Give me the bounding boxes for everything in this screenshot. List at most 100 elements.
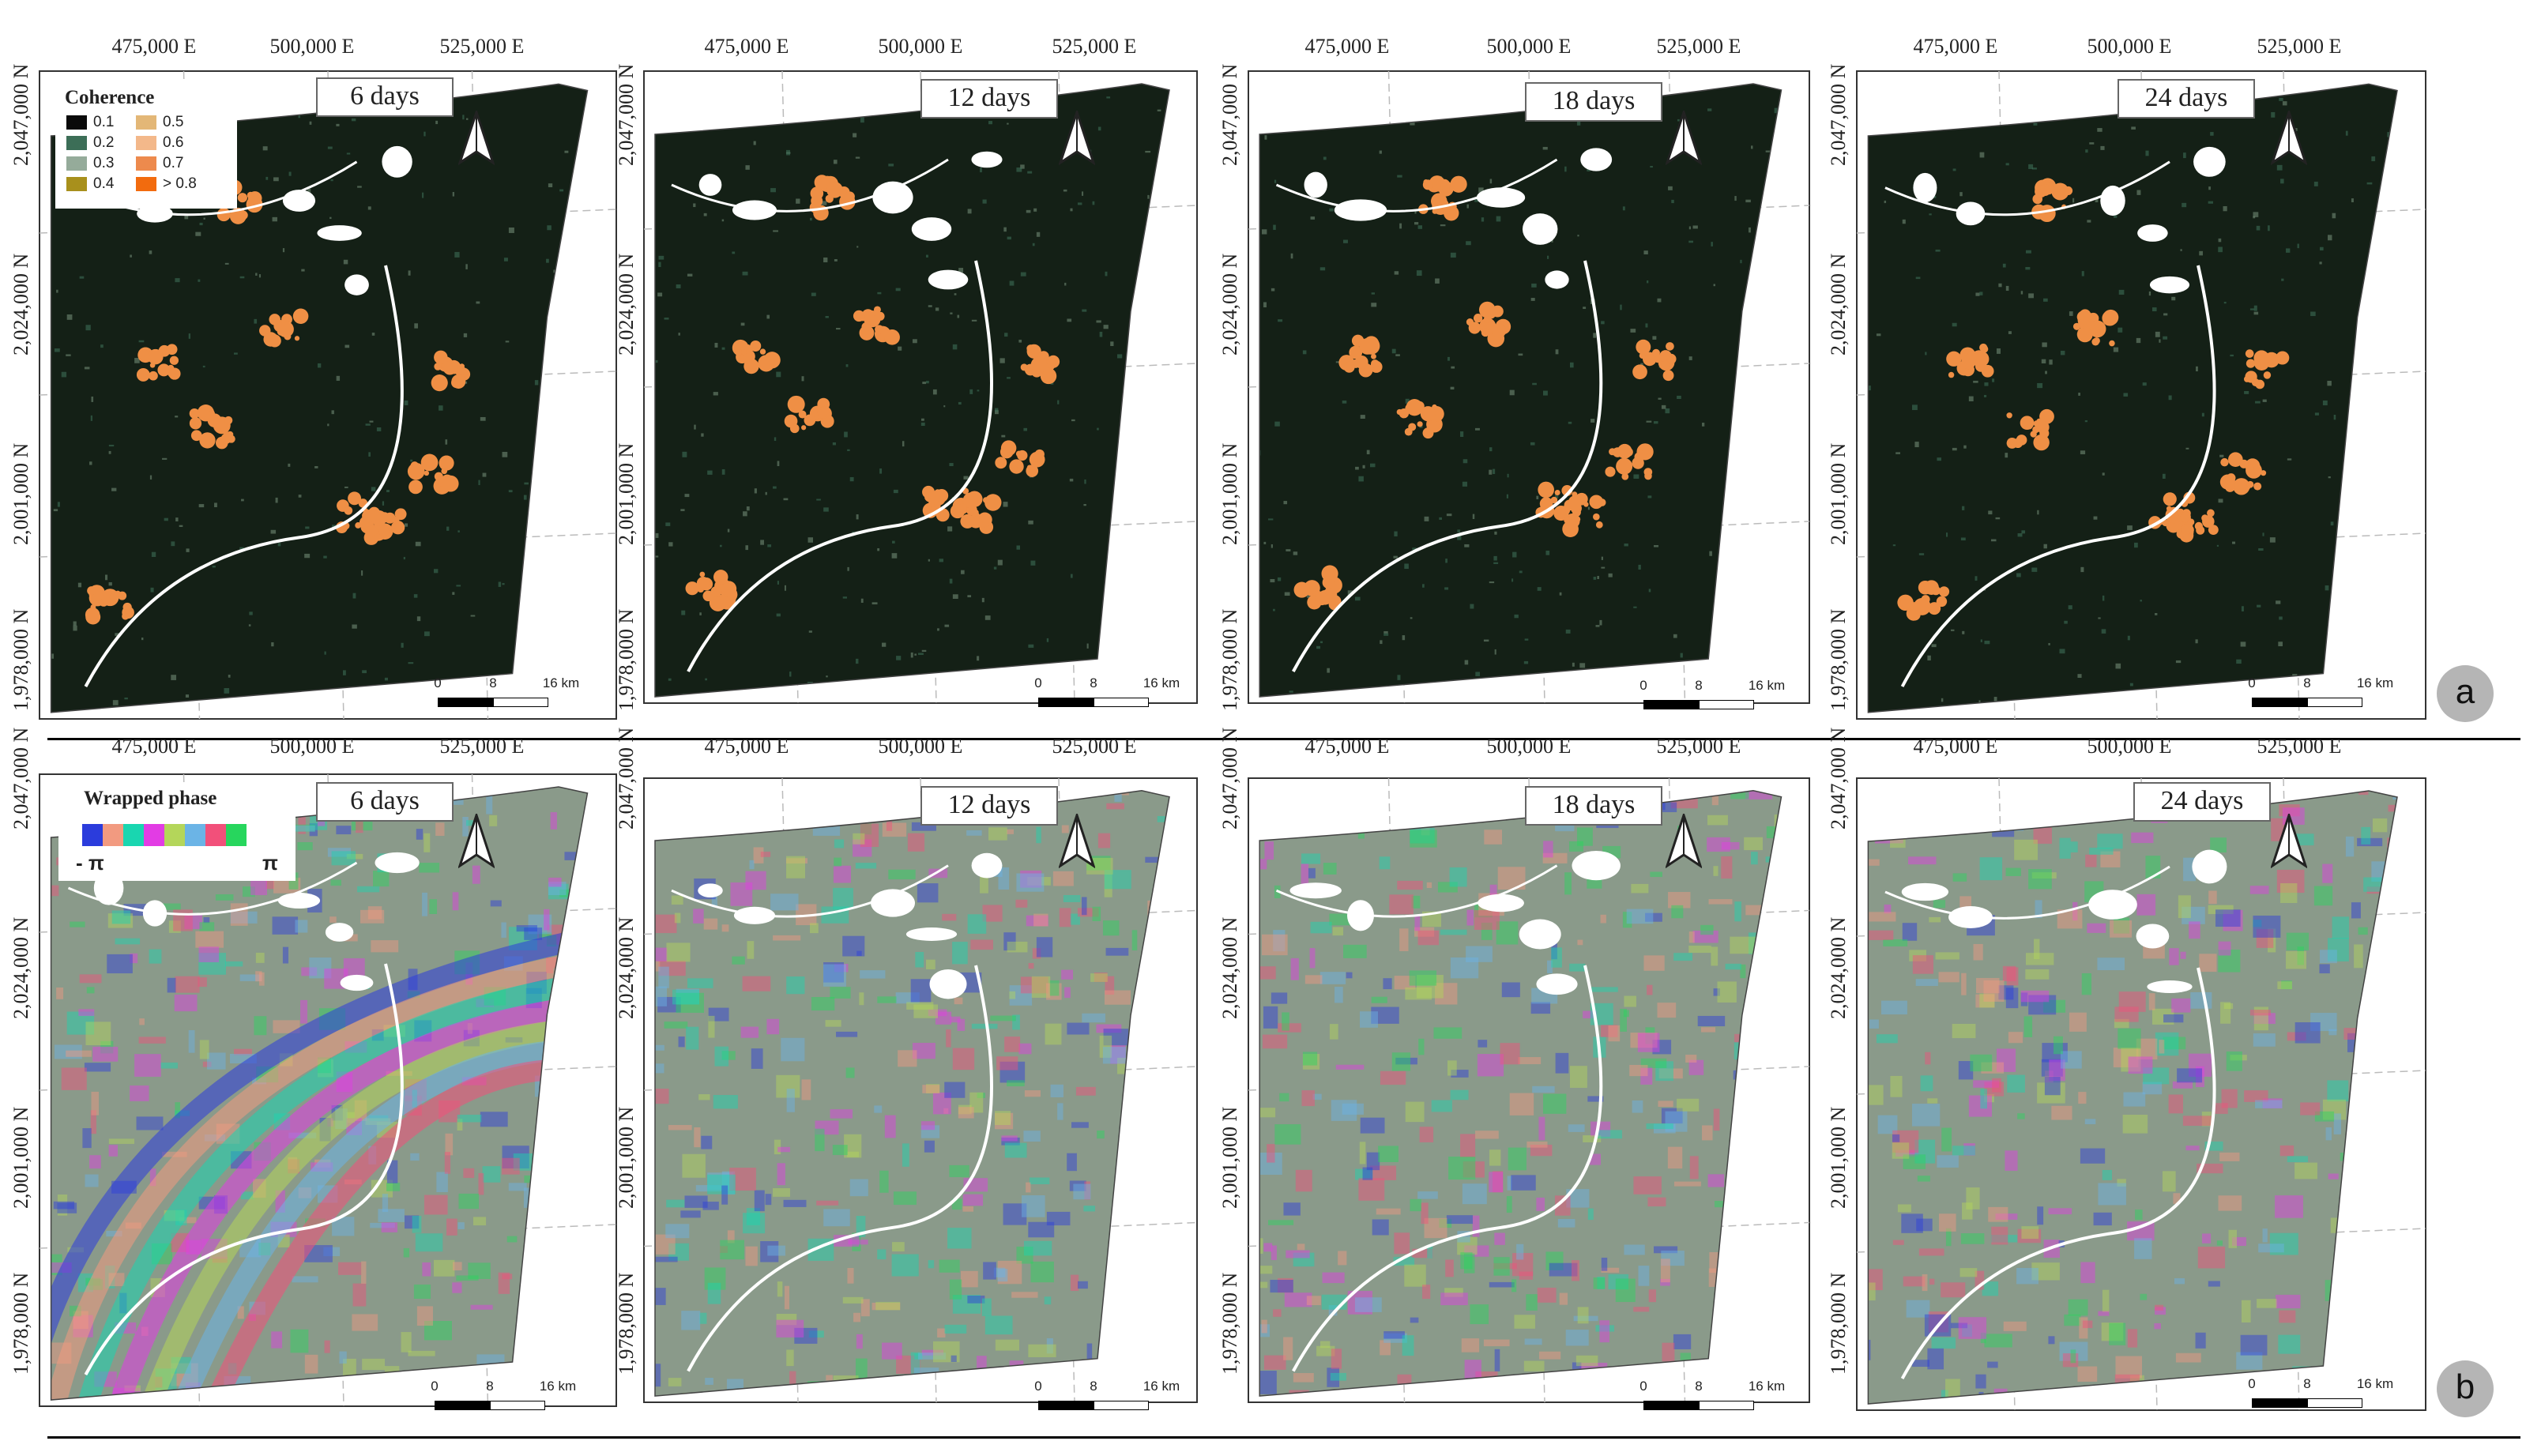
day-label: 18 days <box>1525 786 1662 826</box>
north-arrow-icon <box>458 111 495 166</box>
y-tick-label: 1,978,000 N <box>1218 608 1241 711</box>
scale-label: 16 km <box>2356 675 2394 690</box>
scale-bar-black <box>435 1401 490 1410</box>
y-tick-label: 2,001,000 N <box>615 1106 638 1209</box>
phase-color-swatch <box>205 824 226 846</box>
x-tick-label: 500,000 E <box>269 35 355 58</box>
coherence-map-frame <box>39 70 617 720</box>
y-tick-label: 1,978,000 N <box>1827 608 1850 711</box>
scale-label: 8 <box>2303 675 2311 690</box>
scale-label: 0 <box>1034 1379 1042 1394</box>
north-arrow-icon <box>1059 814 1095 869</box>
y-tick-label: 2,024,000 N <box>615 253 638 356</box>
scale-label: 0 <box>1639 1379 1647 1394</box>
y-tick-label: 2,024,000 N <box>1827 253 1850 356</box>
panel-letter-b: b <box>2437 1360 2494 1417</box>
scale-bar-white <box>1094 698 1149 707</box>
legend-swatch <box>136 135 156 150</box>
scale-label: 8 <box>2303 1376 2311 1391</box>
scale-label: 8 <box>489 675 497 690</box>
scale-label: 8 <box>1090 675 1097 690</box>
scale-label: 8 <box>486 1379 494 1394</box>
x-tick-label: 500,000 E <box>878 735 963 758</box>
x-tick-label: 525,000 E <box>2257 35 2342 58</box>
phase-map-12-days <box>643 777 1198 1403</box>
legend-title: Coherence <box>65 87 155 108</box>
legend-min-label: - π <box>76 851 104 875</box>
y-tick-label: 2,047,000 N <box>1827 727 1850 830</box>
y-tick-label: 2,047,000 N <box>615 727 638 830</box>
day-label: 12 days <box>920 79 1058 119</box>
x-tick-label: 500,000 E <box>1486 735 1572 758</box>
x-tick-label: 525,000 E <box>439 35 525 58</box>
north-arrow-icon <box>2271 111 2307 166</box>
scale-label: 0 <box>1639 678 1647 693</box>
x-tick-label: 500,000 E <box>2087 735 2172 758</box>
scale-bar: 0 8 16 km <box>1034 675 1185 723</box>
x-tick-label: 475,000 E <box>1913 735 1998 758</box>
day-label: 6 days <box>316 782 454 822</box>
y-tick-label: 1,978,000 N <box>1218 1272 1241 1375</box>
coherence-map-18-days <box>1248 70 1810 704</box>
coherence-map-frame <box>643 70 1198 704</box>
x-tick-label: 475,000 E <box>1304 35 1390 58</box>
scale-bar: 0 8 16 km <box>1034 1379 1185 1426</box>
x-tick-label: 525,000 E <box>1656 35 1741 58</box>
phase-color-swatch <box>226 824 247 846</box>
y-tick-label: 2,024,000 N <box>1827 916 1850 1019</box>
x-tick-label: 475,000 E <box>111 35 197 58</box>
phase-color-swatch <box>82 824 103 846</box>
x-tick-label: 500,000 E <box>1486 35 1572 58</box>
coherence-map-12-days <box>643 70 1198 704</box>
legend-item: > 0.8 <box>136 175 197 193</box>
y-tick-label: 1,978,000 N <box>615 1272 638 1375</box>
legend-max-label: π <box>262 851 278 875</box>
legend-swatch <box>136 156 156 171</box>
y-tick-label: 2,001,000 N <box>1827 442 1850 545</box>
y-tick-label: 2,024,000 N <box>1218 916 1241 1019</box>
legend-item: 0.1 <box>66 114 114 131</box>
scale-bar: 0 8 16 km <box>434 675 585 723</box>
row-divider <box>47 738 2520 740</box>
scale-label: 0 <box>1034 675 1042 690</box>
scale-label: 0 <box>2248 675 2256 690</box>
legend-swatch <box>66 156 87 171</box>
x-tick-label: 475,000 E <box>1304 735 1390 758</box>
day-label: 12 days <box>920 786 1058 826</box>
scale-bar-white <box>2307 698 2362 707</box>
scale-bar-black <box>1643 1401 1699 1410</box>
y-tick-label: 2,047,000 N <box>9 63 32 166</box>
legend-swatch <box>136 115 156 130</box>
y-tick-label: 2,047,000 N <box>9 727 32 830</box>
legend-swatch <box>66 115 87 130</box>
scale-bar: 0 8 16 km <box>1639 1379 1790 1426</box>
legend-swatch <box>66 176 87 191</box>
coherence-map-frame <box>1248 70 1810 704</box>
coherence-map-frame <box>1856 70 2426 720</box>
x-tick-label: 525,000 E <box>1656 735 1741 758</box>
scale-label: 0 <box>2248 1376 2256 1391</box>
scale-label: 16 km <box>1748 678 1786 693</box>
legend-item: 0.4 <box>66 175 114 193</box>
scale-bar-black <box>2252 698 2307 707</box>
day-label: 6 days <box>316 77 454 117</box>
panel-letter-a: a <box>2437 665 2494 722</box>
y-tick-label: 2,024,000 N <box>9 916 32 1019</box>
north-arrow-icon <box>1666 814 1702 869</box>
north-arrow-icon <box>2271 814 2307 869</box>
y-tick-label: 2,001,000 N <box>1218 442 1241 545</box>
phase-map-18-days <box>1248 777 1810 1403</box>
scale-label: 16 km <box>1143 1379 1180 1394</box>
scale-label: 0 <box>431 1379 439 1394</box>
x-tick-label: 500,000 E <box>878 35 963 58</box>
scale-label: 8 <box>1695 1379 1703 1394</box>
y-tick-label: 2,001,000 N <box>9 442 32 545</box>
phase-map-frame <box>1856 777 2426 1411</box>
north-arrow-icon <box>1666 111 1702 166</box>
scale-bar-white <box>490 1401 545 1410</box>
y-tick-label: 1,978,000 N <box>615 608 638 711</box>
legend-item: 0.5 <box>136 114 183 131</box>
scale-bar-black <box>2252 1398 2307 1408</box>
x-tick-label: 475,000 E <box>704 35 789 58</box>
y-tick-label: 2,024,000 N <box>615 916 638 1019</box>
